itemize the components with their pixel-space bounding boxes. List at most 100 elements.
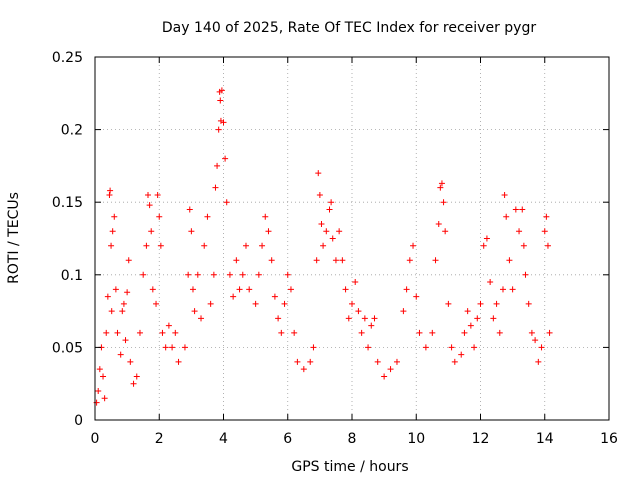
data-point bbox=[252, 300, 259, 307]
data-point bbox=[119, 308, 126, 315]
data-point bbox=[323, 228, 330, 235]
data-point bbox=[471, 344, 478, 351]
data-point bbox=[361, 315, 368, 322]
data-point bbox=[458, 351, 465, 358]
data-point bbox=[189, 286, 196, 293]
data-point bbox=[499, 286, 506, 293]
data-point bbox=[268, 257, 275, 264]
data-point bbox=[440, 199, 447, 206]
data-point bbox=[162, 344, 169, 351]
data-point bbox=[381, 373, 388, 380]
x-axis-label: GPS time / hours bbox=[291, 459, 408, 475]
data-point bbox=[329, 235, 336, 242]
data-points bbox=[93, 87, 553, 406]
y-tick-label: 0.15 bbox=[52, 195, 83, 211]
data-point bbox=[464, 308, 471, 315]
data-point bbox=[448, 344, 455, 351]
data-point bbox=[432, 257, 439, 264]
data-point bbox=[506, 257, 513, 264]
data-point bbox=[165, 322, 172, 329]
data-point bbox=[204, 213, 211, 220]
y-axis-label: ROTI / TECUs bbox=[6, 192, 22, 284]
data-point bbox=[318, 220, 325, 227]
data-point bbox=[111, 213, 118, 220]
axes bbox=[94, 56, 610, 421]
data-point bbox=[265, 228, 272, 235]
data-point bbox=[146, 202, 153, 209]
data-point bbox=[467, 322, 474, 329]
data-point bbox=[239, 271, 246, 278]
y-tick-label: 0.2 bbox=[61, 123, 83, 139]
data-point bbox=[136, 329, 143, 336]
data-point bbox=[490, 315, 497, 322]
data-point bbox=[438, 180, 445, 187]
data-point bbox=[188, 228, 195, 235]
data-point bbox=[100, 373, 107, 380]
data-point bbox=[242, 242, 249, 249]
data-point bbox=[169, 344, 176, 351]
data-point bbox=[525, 300, 532, 307]
data-point bbox=[445, 300, 452, 307]
data-point bbox=[223, 199, 230, 206]
data-point bbox=[108, 308, 115, 315]
data-point bbox=[255, 271, 262, 278]
data-point bbox=[96, 366, 103, 373]
data-point bbox=[278, 329, 285, 336]
data-point bbox=[339, 257, 346, 264]
data-point bbox=[214, 162, 221, 169]
data-point bbox=[218, 87, 225, 94]
data-point bbox=[207, 300, 214, 307]
data-point bbox=[149, 286, 156, 293]
data-point bbox=[145, 191, 152, 198]
data-point bbox=[140, 271, 147, 278]
data-point bbox=[117, 351, 124, 358]
data-point bbox=[442, 228, 449, 235]
data-point bbox=[496, 329, 503, 336]
data-point bbox=[284, 271, 291, 278]
data-point bbox=[198, 315, 205, 322]
data-point bbox=[217, 97, 224, 104]
data-point bbox=[355, 308, 362, 315]
data-point bbox=[316, 191, 323, 198]
y-tick-label: 0.25 bbox=[52, 50, 83, 66]
data-point bbox=[546, 329, 553, 336]
data-point bbox=[124, 289, 131, 296]
data-point bbox=[259, 242, 266, 249]
data-point bbox=[294, 358, 301, 365]
data-point bbox=[345, 315, 352, 322]
data-point bbox=[320, 242, 327, 249]
data-point bbox=[451, 358, 458, 365]
data-point bbox=[191, 308, 198, 315]
data-point bbox=[416, 329, 423, 336]
data-point bbox=[541, 228, 548, 235]
x-tick-label: 16 bbox=[600, 431, 618, 447]
data-point bbox=[501, 191, 508, 198]
x-tick-label: 2 bbox=[155, 431, 164, 447]
data-point bbox=[154, 191, 161, 198]
data-point bbox=[153, 300, 160, 307]
data-point bbox=[143, 242, 150, 249]
data-point bbox=[332, 257, 339, 264]
data-point bbox=[522, 271, 529, 278]
data-point bbox=[520, 242, 527, 249]
data-point bbox=[212, 184, 219, 191]
data-point bbox=[544, 242, 551, 249]
data-point bbox=[108, 242, 115, 249]
x-tick-label: 10 bbox=[407, 431, 425, 447]
data-point bbox=[112, 286, 119, 293]
data-point bbox=[365, 344, 372, 351]
x-tick-label: 4 bbox=[219, 431, 228, 447]
chart-title: Day 140 of 2025, Rate Of TEC Index for r… bbox=[162, 20, 536, 36]
data-point bbox=[220, 119, 227, 126]
data-point bbox=[480, 242, 487, 249]
data-point bbox=[210, 271, 217, 278]
data-point bbox=[281, 300, 288, 307]
data-point bbox=[201, 242, 208, 249]
data-point bbox=[358, 329, 365, 336]
data-point bbox=[114, 329, 121, 336]
data-point bbox=[107, 187, 114, 194]
data-point bbox=[413, 293, 420, 300]
x-tick-label: 6 bbox=[283, 431, 292, 447]
data-point bbox=[406, 257, 413, 264]
data-point bbox=[122, 337, 129, 344]
